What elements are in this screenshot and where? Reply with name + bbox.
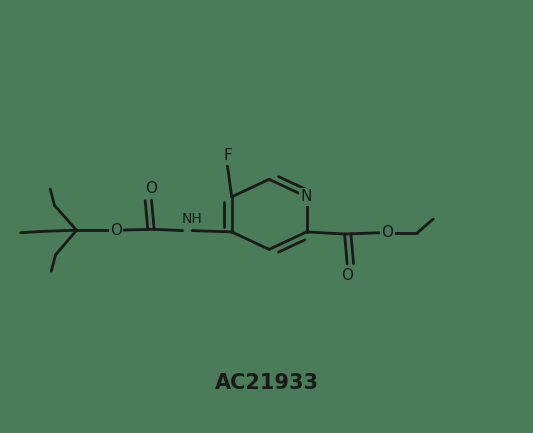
Text: O: O (382, 225, 393, 240)
Text: O: O (110, 223, 122, 238)
Text: O: O (146, 181, 158, 196)
Text: AC21933: AC21933 (214, 373, 319, 393)
Text: F: F (223, 149, 232, 164)
Text: O: O (341, 268, 353, 283)
Text: NH: NH (182, 212, 203, 226)
Text: N: N (301, 189, 312, 204)
